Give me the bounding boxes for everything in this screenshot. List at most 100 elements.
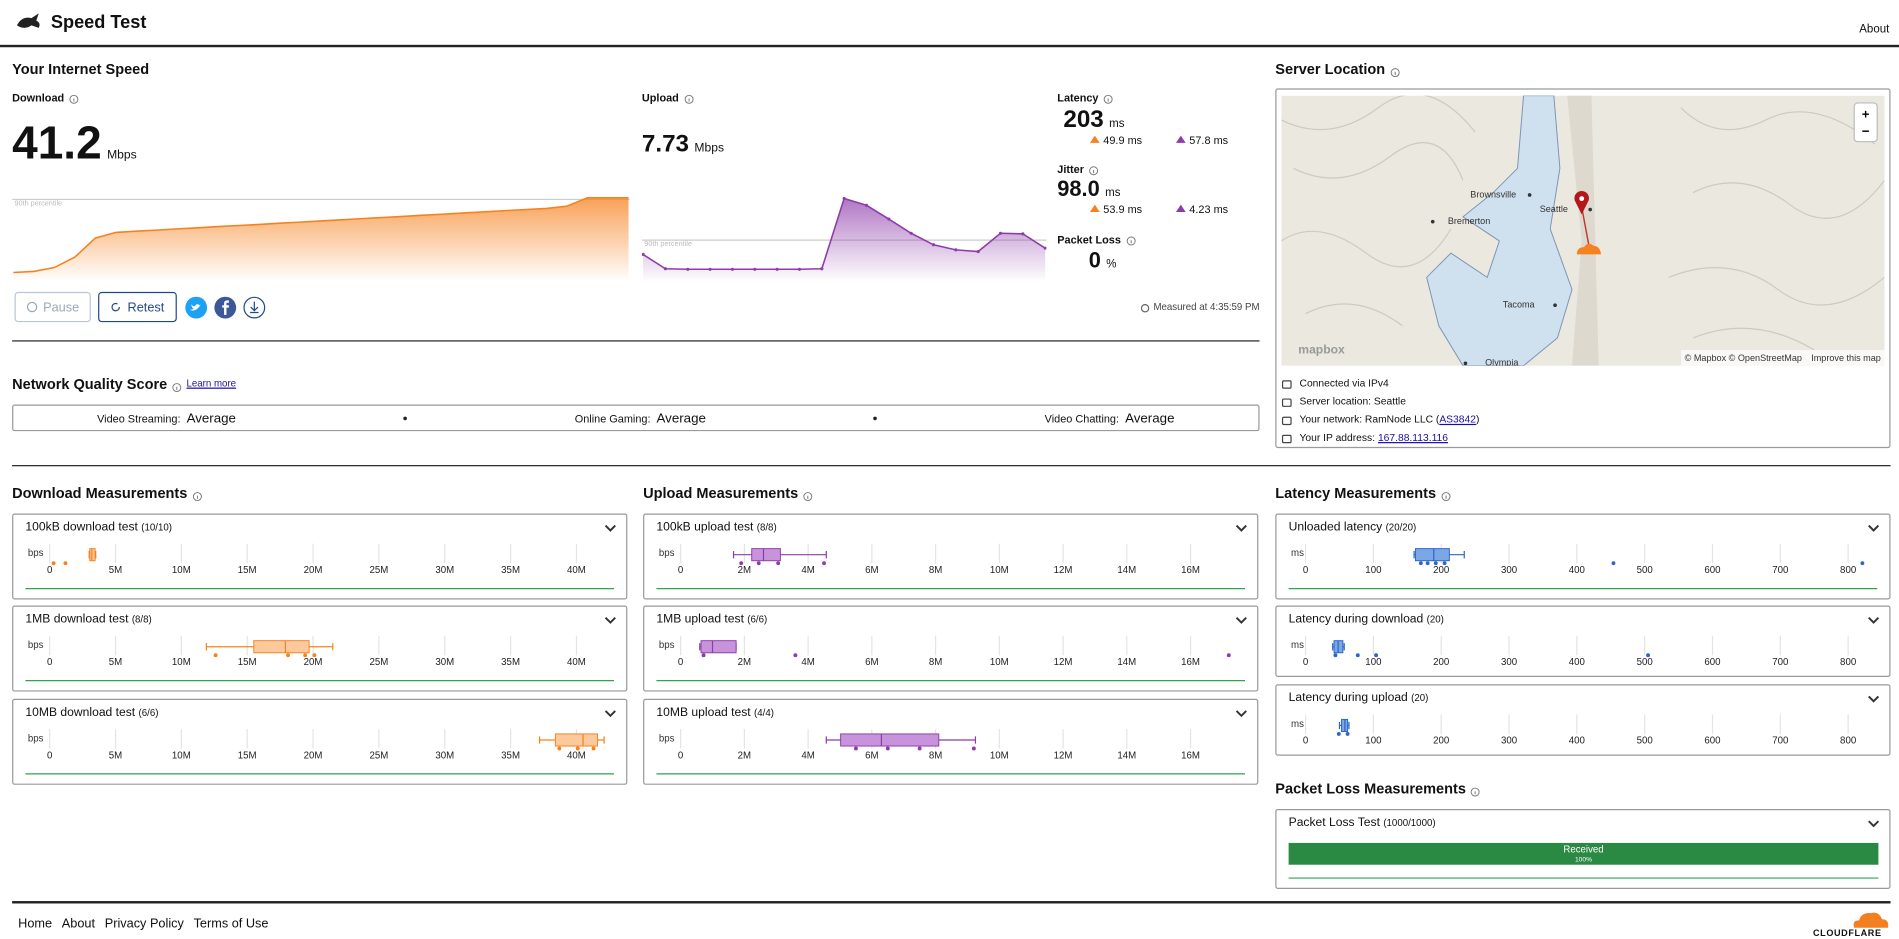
info-icon[interactable] <box>1089 165 1099 175</box>
measurement-panel: 100kB download test (10/10) bps 0 5M 10M 15M 2… <box>12 513 628 600</box>
tick-label: 200 <box>1433 565 1449 576</box>
info-icon[interactable] <box>1441 489 1451 501</box>
sample-point <box>51 561 56 566</box>
unit: ms <box>1213 203 1229 216</box>
area <box>643 198 1046 280</box>
footer-link[interactable]: About <box>61 916 96 932</box>
tick-label: 200 <box>1433 657 1449 668</box>
pause-button[interactable]: Pause <box>14 291 91 323</box>
point <box>708 267 712 271</box>
tick-label: 10M <box>990 750 1009 761</box>
improve-map[interactable]: Improve this map <box>1811 353 1881 363</box>
footer-link[interactable]: Privacy Policy <box>104 916 184 932</box>
tick-label: 6M <box>865 657 878 668</box>
test-name: 100kB upload test <box>656 520 754 535</box>
info-bar <box>1394 71 1396 75</box>
zoom-in[interactable]: + <box>1862 107 1870 122</box>
attribution-bg <box>1681 350 1885 366</box>
chevron[interactable] <box>604 524 616 532</box>
panel-title: 10MB upload test (4/4) <box>656 707 774 719</box>
info-icon[interactable] <box>69 94 79 104</box>
point <box>641 252 645 257</box>
quality-item: Online Gaming: Average <box>575 407 706 429</box>
unit: ms <box>1127 203 1143 216</box>
chevron[interactable] <box>1235 524 1247 532</box>
learn-more-link[interactable]: Learn more <box>186 377 237 389</box>
place-label: Seattle <box>1540 204 1568 214</box>
test-name: 10MB upload test <box>656 706 751 720</box>
tick-label: 10M <box>172 750 191 761</box>
value: 0 <box>1088 248 1101 273</box>
asn-link[interactable]: AS3842 <box>1439 412 1476 426</box>
footer-link[interactable]: Terms of Use <box>193 916 269 932</box>
tick-label: 0 <box>47 657 52 668</box>
info-ring <box>684 94 693 104</box>
info-icon[interactable] <box>1103 94 1113 104</box>
zoom-control <box>1853 102 1878 143</box>
tick-label: 0 <box>1303 565 1308 576</box>
tick-label: 16M <box>1181 657 1200 668</box>
chevron[interactable] <box>1868 820 1880 828</box>
retest-button[interactable]: Retest <box>98 291 177 323</box>
box-plot: ms 0 100 200 300 400 500 600 700 800 <box>1291 616 1880 668</box>
jitter-value: 98.0 ms <box>1057 178 1120 201</box>
box <box>554 733 599 747</box>
tick-label: 4M <box>801 750 814 761</box>
sample-point <box>1345 731 1350 736</box>
row-icon <box>1281 435 1292 444</box>
sample-point <box>776 561 781 566</box>
title: Network Quality Score <box>12 375 168 393</box>
received-bar <box>1288 842 1879 865</box>
footer-link[interactable]: Home <box>18 916 53 932</box>
chevron[interactable] <box>1235 710 1247 718</box>
ip-link[interactable]: 167.88.113.116 <box>1377 431 1448 444</box>
sample-point <box>591 746 596 751</box>
axis-unit: bps <box>659 733 675 744</box>
tick-label: 10M <box>990 657 1009 668</box>
logo <box>16 13 40 28</box>
title: Upload Measurements <box>643 484 799 502</box>
sub-metric: 49.9 ms <box>1089 134 1142 146</box>
info-glyph <box>803 491 813 501</box>
place-dot <box>1527 193 1532 197</box>
box <box>751 548 781 562</box>
tick-label: 2M <box>738 565 751 576</box>
chevron[interactable] <box>604 616 616 624</box>
tick-label: 200 <box>1433 736 1449 747</box>
tick-label: 8M <box>929 565 942 576</box>
info-icon[interactable] <box>172 380 182 392</box>
info-icon[interactable] <box>803 489 813 501</box>
section-title: Latency Measurements <box>1275 486 1451 501</box>
info-icon[interactable] <box>684 94 694 104</box>
sample-point <box>756 561 761 566</box>
info-icon[interactable] <box>1390 65 1400 77</box>
tick-label: 8M <box>929 750 942 761</box>
sample-point <box>1860 561 1865 566</box>
chevron[interactable] <box>1235 616 1247 624</box>
section-title: Download Measurements <box>12 486 202 501</box>
zoom-out[interactable]: − <box>1862 124 1870 139</box>
about-link[interactable]: About <box>1859 23 1890 37</box>
info-icon[interactable] <box>1126 236 1136 246</box>
chevron[interactable] <box>604 710 616 718</box>
sample-point <box>286 653 290 658</box>
sample-point <box>1355 653 1360 658</box>
info-icon[interactable] <box>1471 785 1481 797</box>
sample-point <box>63 561 68 566</box>
chevron[interactable] <box>1868 695 1880 703</box>
tick-label: 14M <box>1117 657 1136 668</box>
label: Jitter <box>1057 163 1084 176</box>
server-info: Connected via IPv4 Server location: Seat… <box>1281 374 1479 447</box>
info-bar <box>1107 98 1109 102</box>
test-count: (1000/1000) <box>1383 817 1436 829</box>
info-icon[interactable] <box>192 489 202 501</box>
point <box>976 250 980 254</box>
map[interactable]: Brownsville Seattle Bremerton Tacoma Olympia… <box>1281 95 1885 366</box>
chevron[interactable] <box>1868 524 1880 532</box>
tick-label: 35M <box>501 750 520 761</box>
section-title: Server Location <box>1275 62 1400 77</box>
chevron[interactable] <box>1868 616 1880 624</box>
